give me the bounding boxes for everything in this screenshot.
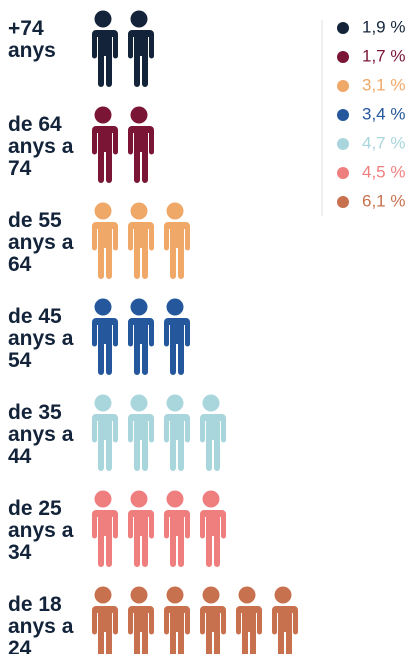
person-body — [236, 606, 262, 654]
person-body — [128, 222, 154, 279]
person-head — [130, 394, 148, 412]
category-label: de 35 anys a 44 — [8, 401, 74, 468]
person-body — [92, 606, 118, 654]
person-head — [130, 490, 148, 508]
person-body — [164, 606, 190, 654]
icon-group — [92, 298, 190, 375]
person-head — [202, 490, 220, 508]
category-label: de 45 anys a 54 — [8, 305, 74, 372]
legend-dot — [337, 109, 349, 121]
icon-group — [92, 202, 190, 279]
person-body — [92, 30, 118, 87]
person-head — [238, 586, 256, 604]
legend-label: 3,4 % — [362, 104, 405, 123]
person-head — [166, 490, 184, 508]
icon-group — [92, 106, 154, 183]
person-body — [128, 414, 154, 471]
icon-group — [92, 586, 298, 654]
person-head — [202, 394, 220, 412]
person-body — [128, 30, 154, 87]
person-body — [92, 222, 118, 279]
legend-label: 1,9 % — [362, 17, 405, 36]
person-head — [94, 490, 112, 508]
person-head — [130, 298, 148, 316]
legend-dot — [337, 22, 349, 34]
person-body — [92, 126, 118, 183]
person-head — [94, 202, 112, 220]
legend-label: 6,1 % — [362, 191, 405, 210]
legend-label: 4,7 % — [362, 133, 405, 152]
person-head — [202, 586, 220, 604]
legend-label: 1,7 % — [362, 46, 405, 65]
legend-label: 4,5 % — [362, 162, 405, 181]
person-body — [272, 606, 298, 654]
person-body — [164, 318, 190, 375]
person-head — [94, 10, 112, 28]
person-head — [274, 586, 292, 604]
person-body — [164, 414, 190, 471]
person-body — [92, 414, 118, 471]
icon-group — [92, 10, 154, 87]
person-body — [164, 222, 190, 279]
category-label: de 64 anys a 74 — [8, 113, 74, 180]
legend-dot — [337, 138, 349, 150]
icon-group — [92, 490, 226, 567]
category-label: de 25 anys a 34 — [8, 497, 74, 564]
person-head — [94, 586, 112, 604]
person-body — [128, 126, 154, 183]
person-head — [130, 10, 148, 28]
person-body — [128, 318, 154, 375]
legend-label: 3,1 % — [362, 75, 405, 94]
person-head — [94, 394, 112, 412]
legend-dot — [337, 196, 349, 208]
category-label: de 18 anys a 24 — [8, 593, 74, 654]
person-body — [92, 510, 118, 567]
person-body — [164, 510, 190, 567]
person-body — [200, 414, 226, 471]
person-head — [130, 586, 148, 604]
person-head — [166, 202, 184, 220]
person-body — [200, 510, 226, 567]
person-body — [128, 606, 154, 654]
category-label: de 55 anys a 64 — [8, 209, 74, 276]
person-head — [166, 298, 184, 316]
person-head — [130, 202, 148, 220]
person-head — [94, 106, 112, 124]
legend-dot — [337, 80, 349, 92]
icon-group — [92, 394, 226, 471]
legend-dot — [337, 167, 349, 179]
person-head — [166, 586, 184, 604]
person-body — [128, 510, 154, 567]
legend-dot — [337, 51, 349, 63]
person-head — [130, 106, 148, 124]
person-head — [94, 298, 112, 316]
category-label: +74 anys — [8, 17, 56, 62]
person-head — [166, 394, 184, 412]
person-body — [92, 318, 118, 375]
person-body — [200, 606, 226, 654]
